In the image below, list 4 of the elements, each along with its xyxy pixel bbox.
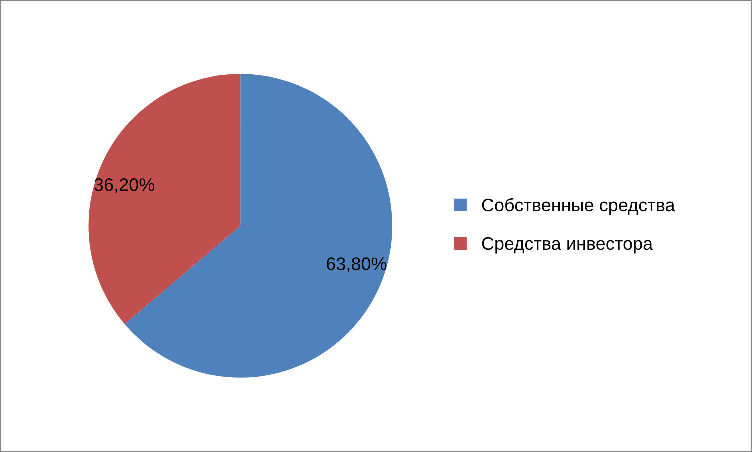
legend-label: Собственные средства	[482, 198, 676, 216]
legend-label: Средства инвестора	[482, 237, 654, 254]
data-label: 36,20%	[94, 178, 155, 194]
data-label: 63,80%	[327, 258, 387, 273]
